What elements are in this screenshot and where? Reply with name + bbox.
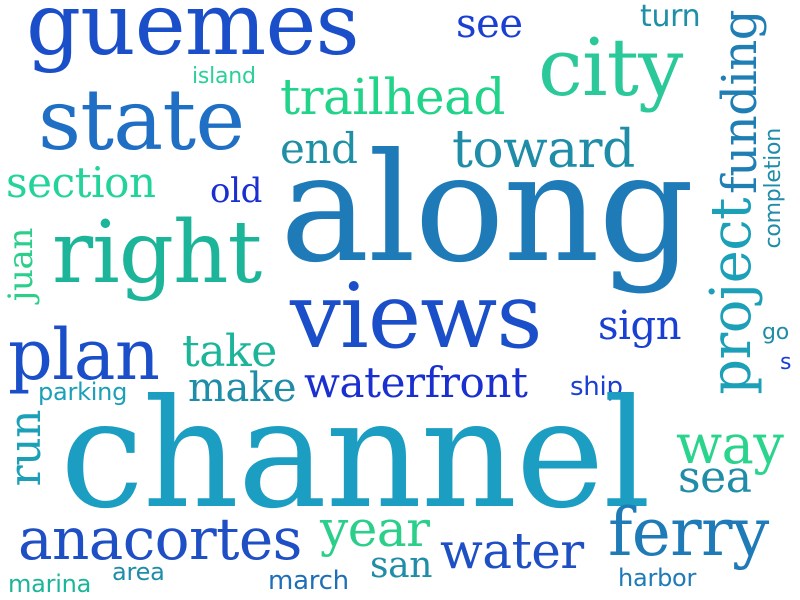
word-turn: turn bbox=[640, 0, 701, 34]
word-make: make bbox=[188, 365, 297, 411]
word-take: take bbox=[182, 326, 277, 377]
word-see: see bbox=[456, 1, 523, 47]
word-funding: funding bbox=[712, 10, 768, 194]
word-year: year bbox=[320, 500, 430, 558]
word-harbor: harbor bbox=[618, 564, 697, 592]
word-water: water bbox=[440, 522, 584, 580]
word-section: section bbox=[6, 158, 156, 207]
word-anacortes: anacortes bbox=[18, 505, 302, 573]
word-end: end bbox=[280, 124, 358, 173]
word-way: way bbox=[676, 413, 784, 476]
word-san: san bbox=[370, 545, 433, 586]
word-march: march bbox=[268, 566, 349, 596]
word-sign: sign bbox=[598, 303, 682, 349]
word-ferry: ferry bbox=[608, 494, 769, 571]
word-marina: marina bbox=[8, 570, 92, 598]
word-plan: plan bbox=[8, 314, 160, 396]
word-city: city bbox=[538, 21, 683, 114]
word-state: state bbox=[38, 71, 245, 169]
word-area: area bbox=[112, 558, 165, 586]
word-right: right bbox=[52, 203, 262, 303]
word-toward: toward bbox=[452, 120, 635, 180]
word-channel: channel bbox=[60, 368, 651, 542]
word-s: s bbox=[780, 350, 792, 375]
word-waterfront: waterfront bbox=[304, 358, 528, 407]
word-go: go bbox=[762, 320, 789, 345]
word-views: views bbox=[290, 264, 543, 369]
word-old: old bbox=[210, 171, 263, 211]
word-run: run bbox=[0, 410, 51, 487]
word-parking: parking bbox=[38, 378, 128, 406]
word-sea: sea bbox=[678, 452, 752, 503]
word-project: project bbox=[699, 198, 764, 395]
word-along: along bbox=[280, 122, 694, 296]
word-trailhead: trailhead bbox=[280, 68, 505, 126]
word-ship: ship bbox=[570, 372, 623, 402]
word-completion: completion bbox=[761, 128, 786, 249]
word-guemes: guemes bbox=[26, 0, 360, 75]
word-juan: juan bbox=[1, 228, 41, 302]
word-island: island bbox=[192, 64, 256, 89]
